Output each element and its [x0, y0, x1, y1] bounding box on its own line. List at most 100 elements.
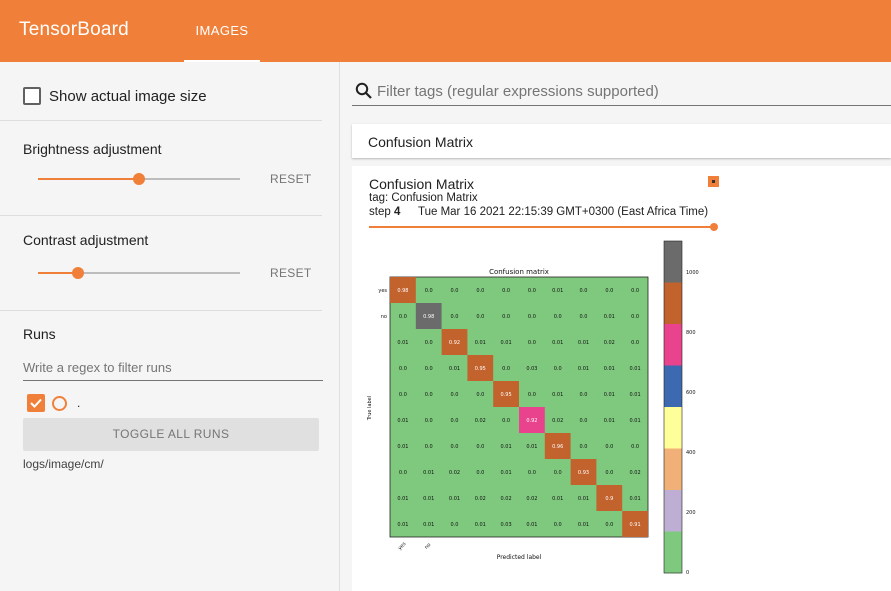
matrix-cell-value: 0.01 — [449, 496, 460, 502]
row-label: yes — [378, 288, 387, 294]
matrix-cell-value: 0.0 — [451, 444, 459, 450]
matrix-cell-value: 0.03 — [526, 366, 537, 372]
matrix-cell-value: 0.0 — [554, 522, 562, 528]
brightness-reset-button[interactable]: RESET — [270, 172, 312, 186]
colorbar-segment — [664, 282, 682, 325]
matrix-cell-value: 0.01 — [423, 470, 434, 476]
colorbar: 1000 800 600 400 200 0 — [663, 240, 699, 576]
runs-filter-input[interactable]: Write a regex to filter runs — [23, 357, 323, 381]
slider-fill — [38, 178, 139, 180]
tab-images-label: IMAGES — [195, 23, 249, 38]
matrix-cell-value: 0.95 — [475, 366, 486, 372]
matrix-cell-highlight — [467, 355, 494, 381]
colorbar-tick-label: 800 — [686, 330, 696, 336]
step-value: 4 — [393, 206, 401, 218]
colorbar-tick-label: 400 — [686, 450, 696, 456]
matrix-cell-value: 0.0 — [425, 444, 433, 450]
matrix-cell-value: 0.0 — [425, 340, 433, 346]
step-slider-knob[interactable] — [710, 223, 718, 231]
matrix-cell-value: 0.0 — [476, 470, 484, 476]
matrix-cell-value: 0.0 — [399, 314, 407, 320]
colorbar-outline — [663, 240, 683, 574]
matrix-cell-value: 0.91 — [630, 522, 641, 528]
matrix-cell-highlight — [596, 485, 623, 511]
matrix-cell-value: 0.0 — [425, 392, 433, 398]
matrix-cell-value: 0.01 — [630, 392, 641, 398]
matrix-cell-value: 0.01 — [552, 288, 563, 294]
matrix-cell-value: 0.0 — [502, 418, 510, 424]
matrix-cell-value: 0.0 — [528, 288, 536, 294]
tag-filter-placeholder: Filter tags (regular expressions support… — [377, 83, 659, 100]
step-slider[interactable] — [369, 223, 718, 232]
matrix-cell-value: 0.0 — [425, 366, 433, 372]
expand-icon[interactable] — [708, 176, 719, 187]
matrix-cell-value: 0.0 — [399, 392, 407, 398]
brightness-slider[interactable] — [38, 172, 240, 186]
contrast-reset-button[interactable]: RESET — [270, 266, 312, 280]
matrix-cell-value: 0.01 — [449, 366, 460, 372]
runs-filter-placeholder: Write a regex to filter runs — [23, 360, 172, 375]
contrast-title: Contrast adjustment — [23, 232, 149, 248]
row-label: no — [381, 314, 387, 320]
matrix-cell-value: 0.01 — [526, 444, 537, 450]
category-header[interactable]: Confusion Matrix — [352, 124, 891, 158]
card-step: step 4 — [369, 206, 400, 218]
matrix-cell-value: 0.01 — [604, 392, 615, 398]
matrix-cell-value: 0.01 — [397, 496, 408, 502]
toggle-all-runs-button[interactable]: TOGGLE ALL RUNS — [23, 418, 319, 451]
matrix-cell-value: 0.01 — [423, 522, 434, 528]
matrix-cell-value: 0.92 — [526, 418, 537, 424]
matrix-cell-highlight — [622, 511, 648, 537]
matrix-cell-value: 0.0 — [528, 340, 536, 346]
matrix-cell-value: 0.0 — [580, 444, 588, 450]
matrix-cell-value: 0.0 — [605, 444, 613, 450]
colorbar-segment — [664, 531, 682, 574]
matrix-cell-value: 0.98 — [423, 314, 434, 320]
matrix-cell-value: 0.01 — [552, 340, 563, 346]
matrix-cell-value: 0.0 — [451, 522, 459, 528]
matrix-cell-value: 0.01 — [397, 418, 408, 424]
matrix-cell-value: 0.93 — [578, 470, 589, 476]
tag-filter-input[interactable]: Filter tags (regular expressions support… — [352, 80, 891, 106]
matrix-cell-value: 0.01 — [604, 366, 615, 372]
matrix-cell-value: 0.0 — [580, 418, 588, 424]
matrix-cell-value: 0.02 — [552, 418, 563, 424]
matrix-cell-value: 0.0 — [451, 392, 459, 398]
matrix-cell-value: 0.0 — [580, 314, 588, 320]
col-label: no — [424, 542, 433, 551]
matrix-cell-value: 0.01 — [501, 444, 512, 450]
matrix-cell-value: 0.0 — [425, 288, 433, 294]
contrast-slider[interactable] — [38, 266, 240, 280]
plot-title: Confusion matrix — [489, 268, 549, 276]
matrix-cell-highlight — [441, 329, 468, 355]
matrix-cell-value: 0.01 — [578, 496, 589, 502]
matrix-cell-value: 0.01 — [397, 444, 408, 450]
matrix-cell-value: 0.0 — [425, 418, 433, 424]
matrix-cell-value: 0.0 — [502, 366, 510, 372]
matrix-cell-value: 0.0 — [631, 314, 639, 320]
run-color-radio[interactable] — [52, 396, 67, 411]
matrix-cell-value: 0.98 — [397, 288, 408, 294]
contrast-slider-knob[interactable] — [72, 267, 85, 279]
matrix-cell-value: 0.02 — [604, 340, 615, 346]
colorbar-segment — [664, 365, 682, 408]
matrix-cell-value: 0.0 — [476, 288, 484, 294]
matrix-cell-value: 0.02 — [501, 496, 512, 502]
card-title: Confusion Matrix — [369, 176, 475, 192]
matrix-cell-value: 0.01 — [630, 418, 641, 424]
brightness-section: Brightness adjustment RESET — [0, 121, 322, 216]
search-icon — [355, 82, 372, 99]
matrix-cell-value: 0.0 — [399, 366, 407, 372]
matrix-cell-value: 0.92 — [449, 340, 460, 346]
contrast-section: Contrast adjustment RESET — [0, 216, 322, 311]
matrix-cell-value: 0.0 — [631, 340, 639, 346]
show-actual-size-label: Show actual image size — [49, 88, 207, 105]
brightness-slider-knob[interactable] — [133, 173, 145, 185]
tab-images[interactable]: IMAGES — [184, 0, 260, 62]
matrix-cell-value: 0.02 — [475, 418, 486, 424]
show-actual-size-checkbox[interactable] — [23, 87, 41, 105]
matrix-cell-value: 0.95 — [501, 392, 512, 398]
run-checkbox[interactable] — [27, 394, 45, 412]
matrix-cell-highlight — [570, 459, 597, 485]
matrix-cell-value: 0.01 — [578, 522, 589, 528]
